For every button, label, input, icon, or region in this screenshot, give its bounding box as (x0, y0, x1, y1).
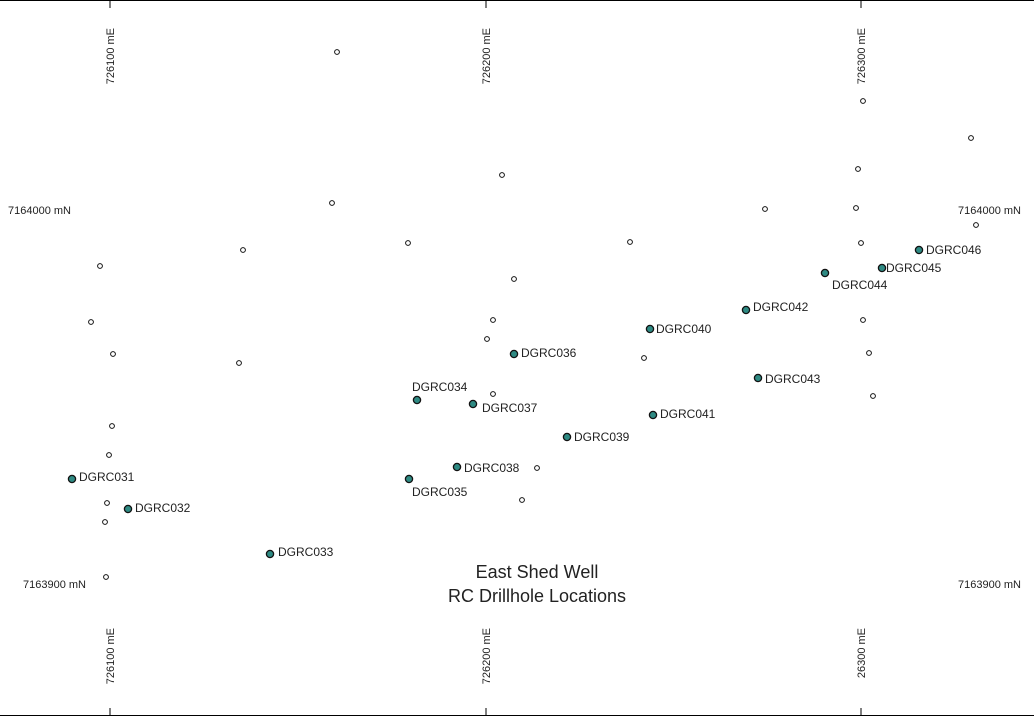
hole-collar (88, 319, 94, 325)
drillhole-dgrc033-label: DGRC033 (278, 545, 334, 559)
hole-collar (853, 205, 859, 211)
drillhole-dgrc034-marker (412, 395, 422, 405)
drillhole-dgrc041-marker (648, 410, 658, 420)
hole-collar (511, 276, 517, 282)
map-title-line-1: East Shed Well (476, 562, 599, 582)
easting-ticks (109, 0, 862, 716)
drillhole-dgrc039-marker (562, 432, 572, 442)
easting-label-top-2: 726200 mE (481, 28, 493, 84)
drillhole-dgrc038-label: DGRC038 (464, 461, 520, 475)
drillhole-dgrc044-label: DGRC044 (832, 278, 888, 292)
easting-label-bottom-1: 726100 mE (105, 628, 117, 684)
hole-collar (973, 222, 979, 228)
hole-collar (855, 166, 861, 172)
easting-label-top-3: 726300 mE (856, 28, 868, 84)
hole-collar (106, 452, 112, 458)
northing-label-left-1: 7164000 mN (8, 205, 71, 217)
drillhole-dgrc046-label: DGRC046 (926, 243, 982, 257)
hole-collar (858, 240, 864, 246)
drillhole-dgrc032-marker (123, 504, 133, 514)
hole-collar (102, 519, 108, 525)
drillhole-dgrc031-label: DGRC031 (79, 470, 135, 484)
drillhole-dgrc034-label: DGRC034 (412, 380, 468, 394)
drillhole-dgrc041-label: DGRC041 (660, 407, 716, 421)
drillhole-dgrc045-label: DGRC045 (886, 261, 942, 275)
unlabelled-holes (88, 49, 979, 580)
hole-collar (236, 360, 242, 366)
hole-collar (490, 317, 496, 323)
northing-label-right-2: 7163900 mN (958, 579, 1021, 591)
drillhole-dgrc031-marker (67, 474, 77, 484)
hole-collar (627, 239, 633, 245)
hole-collar (103, 574, 109, 580)
map-title-line-2: RC Drillhole Locations (448, 586, 626, 606)
drillhole-dgrc046-marker (914, 245, 924, 255)
hole-collar (762, 206, 768, 212)
hole-collar (519, 497, 525, 503)
easting-label-bottom-3: 26300 mE (856, 628, 868, 678)
drillhole-dgrc040-label: DGRC040 (656, 322, 712, 336)
hole-collar (240, 247, 246, 253)
drillhole-dgrc045-marker (877, 263, 887, 273)
drillhole-dgrc042-marker (741, 305, 751, 315)
drillhole-dgrc042-label: DGRC042 (753, 300, 809, 314)
easting-label-bottom-2: 726200 mE (481, 628, 493, 684)
hole-collar (866, 350, 872, 356)
drillhole-dgrc036-label: DGRC036 (521, 346, 577, 360)
easting-label-top-1: 726100 mE (105, 28, 117, 84)
drillhole-dgrc036-marker (509, 349, 519, 359)
drillhole-dgrc039-label: DGRC039 (574, 430, 630, 444)
hole-collar (968, 135, 974, 141)
drillhole-dgrc037-label: DGRC037 (482, 401, 538, 415)
hole-collar (499, 172, 505, 178)
hole-collar (104, 500, 110, 506)
hole-collar (334, 49, 340, 55)
drillhole-dgrc038-marker (452, 462, 462, 472)
hole-collar (534, 465, 540, 471)
hole-collar (860, 98, 866, 104)
hole-collar (860, 317, 866, 323)
hole-collar (405, 240, 411, 246)
hole-collar (490, 391, 496, 397)
drillhole-dgrc033-marker (265, 549, 275, 559)
hole-collar (870, 393, 876, 399)
drillhole-dgrc043-marker (753, 373, 763, 383)
hole-collar (97, 263, 103, 269)
drillhole-dgrc032-label: DGRC032 (135, 501, 191, 515)
drillhole-dgrc035-label: DGRC035 (412, 485, 468, 499)
drillhole-dgrc037-marker (468, 399, 478, 409)
hole-collar (109, 423, 115, 429)
hole-collar (110, 351, 116, 357)
hole-collar (641, 355, 647, 361)
hole-collar (329, 200, 335, 206)
northing-label-right-1: 7164000 mN (958, 205, 1021, 217)
drillhole-dgrc035-marker (404, 474, 414, 484)
drillhole-dgrc043-label: DGRC043 (765, 372, 821, 386)
hole-collar (484, 336, 490, 342)
drillhole-dgrc040-marker (645, 324, 655, 334)
northing-label-left-2: 7163900 mN (23, 579, 86, 591)
labelled-holes: DGRC031 DGRC032 DGRC033 DGRC034 DGRC035 DGRC0… (67, 243, 982, 559)
drillhole-dgrc044-marker (820, 268, 830, 278)
